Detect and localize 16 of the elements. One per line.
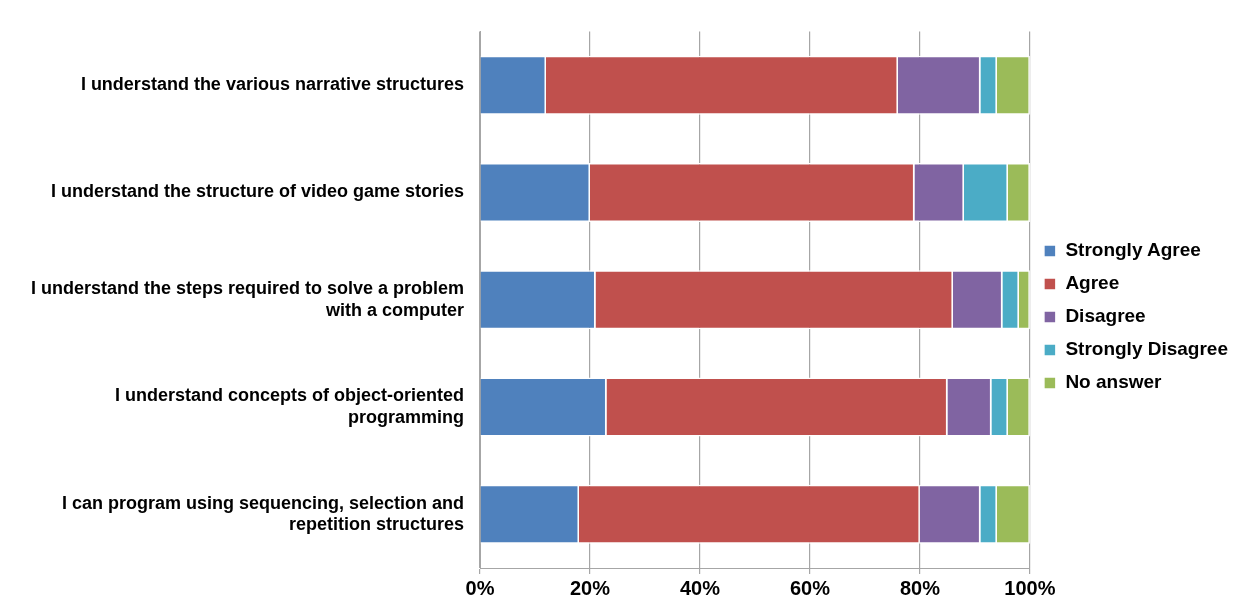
x-tick-label: 40% — [679, 576, 721, 599]
y-tick-label: I understand the various narrative structures — [80, 74, 464, 95]
x-tick-label: 100% — [1004, 576, 1056, 599]
legend-label: Disagree — [1065, 305, 1146, 327]
y-tick-label: I understand the steps required to solve a problem with a computer — [30, 277, 464, 320]
x-tick-label: 60% — [789, 576, 831, 599]
legend-label: No answer — [1065, 371, 1163, 393]
x-tick-label: 0% — [465, 576, 495, 599]
x-tick-label: 20% — [569, 576, 611, 599]
x-tick-label: 80% — [899, 576, 941, 599]
y-tick-label: I understand concepts of object-oriented programming — [114, 385, 464, 427]
legend-label: Strongly Disagree — [1065, 338, 1229, 360]
legend-label: Agree — [1065, 272, 1120, 294]
y-tick-label: I can program using sequencing, selection and repetition structures — [61, 492, 464, 535]
legend-label: Strongly Agree — [1065, 239, 1201, 261]
y-tick-label: I understand the structure of video game stories — [50, 181, 464, 202]
